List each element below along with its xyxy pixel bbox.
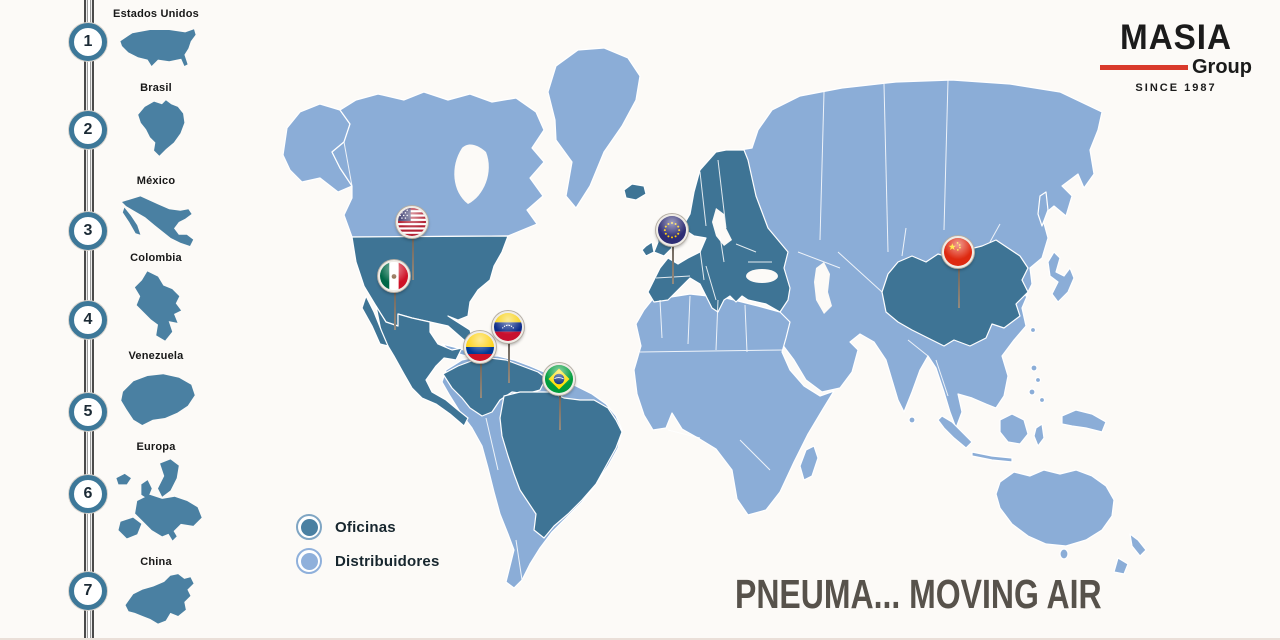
logo-subname: Group	[1192, 56, 1252, 78]
pin-stick	[508, 341, 510, 383]
step-number-badge: 3	[69, 212, 107, 250]
china-flag-icon	[942, 236, 974, 268]
pin-stick	[672, 244, 674, 284]
logo-name: MASIA	[1120, 18, 1232, 57]
venezuela-flag-icon	[492, 311, 524, 343]
brasil-silhouette	[106, 95, 210, 161]
sidebar-item-label: Estados Unidos	[113, 8, 199, 20]
tagline: PNEUMA... MOVING AIR	[735, 571, 1102, 617]
pin-stick	[480, 361, 482, 398]
logo-red-line	[1100, 64, 1188, 70]
usa-flag-icon	[396, 206, 428, 238]
logo-since: SINCE 1987	[1135, 82, 1217, 94]
pin-stick	[958, 266, 960, 308]
inland-seas	[454, 144, 832, 314]
step-number-badge: 7	[69, 572, 107, 610]
step-number-badge: 6	[69, 475, 107, 513]
brasil-flag-icon	[543, 363, 575, 395]
map-legend: Oficinas Distribuidores	[296, 514, 439, 582]
step-number-badge: 1	[69, 23, 107, 61]
colombia-flag-icon	[464, 331, 496, 363]
step-number-badge: 4	[69, 301, 107, 339]
sidebar-item-label: Brasil	[140, 82, 172, 94]
legend-office-label: Oficinas	[335, 518, 396, 536]
sidebar-item-label: Venezuela	[128, 350, 184, 362]
europa-silhouette	[106, 452, 210, 552]
estados-unidos-silhouette	[106, 22, 210, 70]
step-number-badge: 2	[69, 111, 107, 149]
eu-flag-icon	[656, 214, 688, 246]
mexico-silhouette	[106, 190, 210, 246]
country-borders	[343, 79, 1001, 581]
distributor-dot-icon	[296, 548, 322, 574]
legend-distributor-row: Distribuidores	[296, 548, 439, 574]
legend-office-row: Oficinas	[296, 514, 439, 540]
pin-stick	[559, 393, 561, 430]
venezuela-silhouette	[106, 362, 210, 432]
legend-distributor-label: Distribuidores	[335, 552, 440, 570]
pin-stick	[412, 236, 414, 280]
bottom-divider	[0, 638, 1280, 640]
step-number-badge: 5	[69, 393, 107, 431]
sidebar-item-label: China	[140, 556, 172, 568]
sidebar-item-label: México	[136, 175, 176, 187]
office-dot-icon	[296, 514, 322, 540]
mexico-flag-icon	[378, 260, 410, 292]
pin-stick	[394, 290, 396, 330]
sidebar-item-label: Europa	[136, 441, 176, 453]
sidebar-item-label: Colombia	[130, 252, 182, 264]
masia-group-logo: MASIA Group SINCE 1987	[1100, 20, 1252, 94]
colombia-silhouette	[106, 266, 210, 346]
china-silhouette	[106, 568, 210, 626]
